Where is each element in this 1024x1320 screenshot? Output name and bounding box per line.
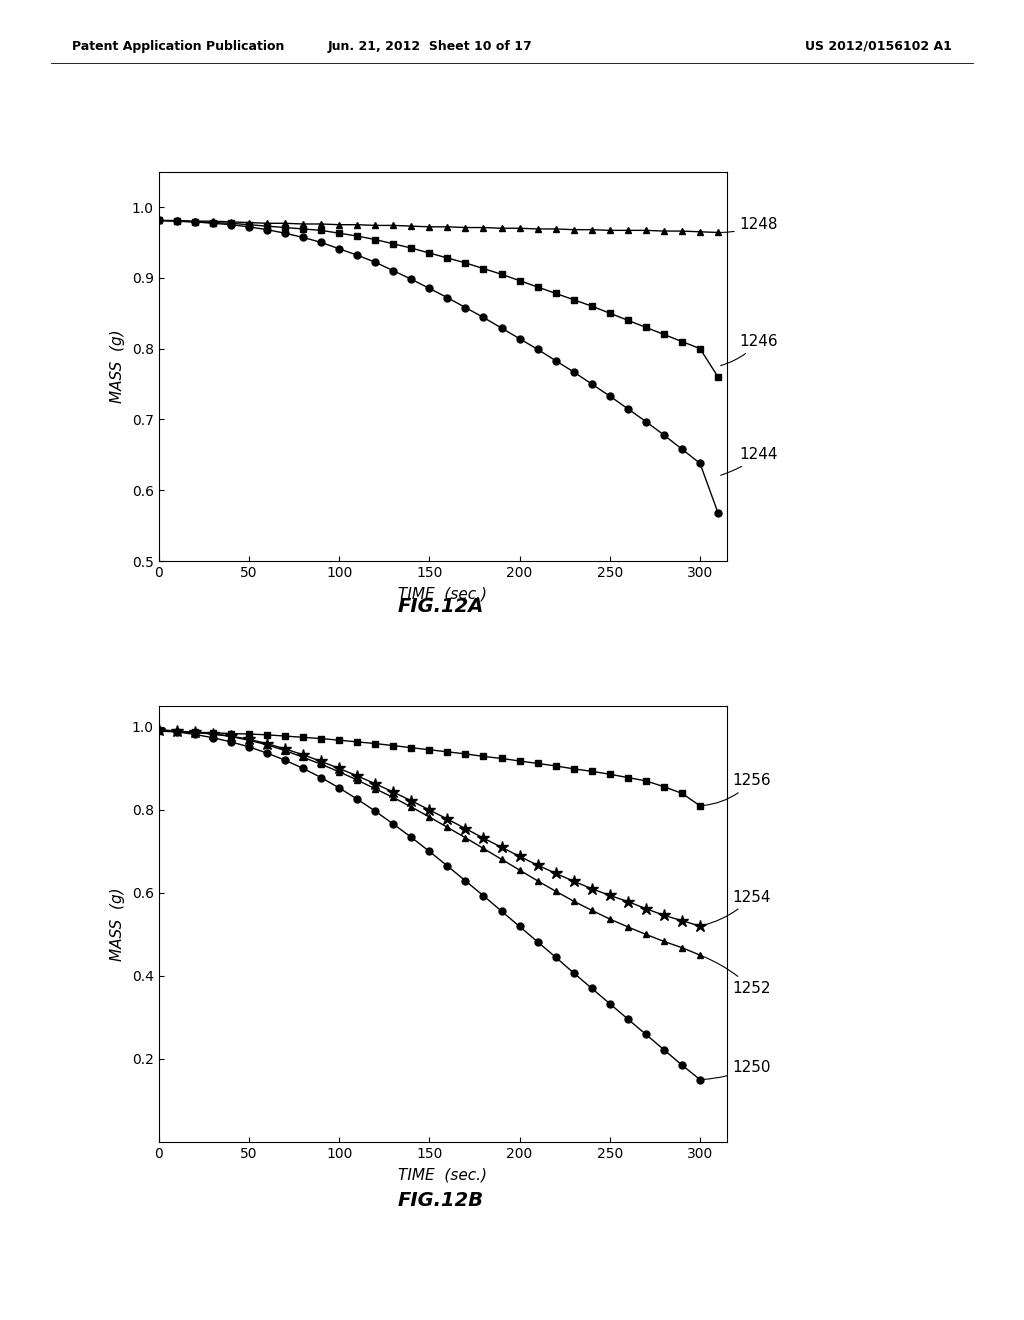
Text: Patent Application Publication: Patent Application Publication — [72, 40, 284, 53]
Text: 1246: 1246 — [721, 334, 778, 366]
Text: 1252: 1252 — [702, 956, 771, 995]
X-axis label: TIME  (sec.): TIME (sec.) — [398, 1168, 487, 1183]
X-axis label: TIME  (sec.): TIME (sec.) — [398, 587, 487, 602]
Text: US 2012/0156102 A1: US 2012/0156102 A1 — [806, 40, 952, 53]
Text: 1248: 1248 — [721, 218, 778, 232]
Text: 1244: 1244 — [721, 447, 778, 475]
Y-axis label: MASS  (g): MASS (g) — [110, 330, 125, 403]
Text: Jun. 21, 2012  Sheet 10 of 17: Jun. 21, 2012 Sheet 10 of 17 — [328, 40, 532, 53]
Text: 1254: 1254 — [702, 890, 771, 925]
Text: FIG.12A: FIG.12A — [397, 597, 483, 615]
Text: 1256: 1256 — [702, 774, 771, 805]
Text: FIG.12B: FIG.12B — [397, 1191, 483, 1209]
Text: 1250: 1250 — [702, 1060, 771, 1080]
Y-axis label: MASS  (g): MASS (g) — [110, 887, 125, 961]
